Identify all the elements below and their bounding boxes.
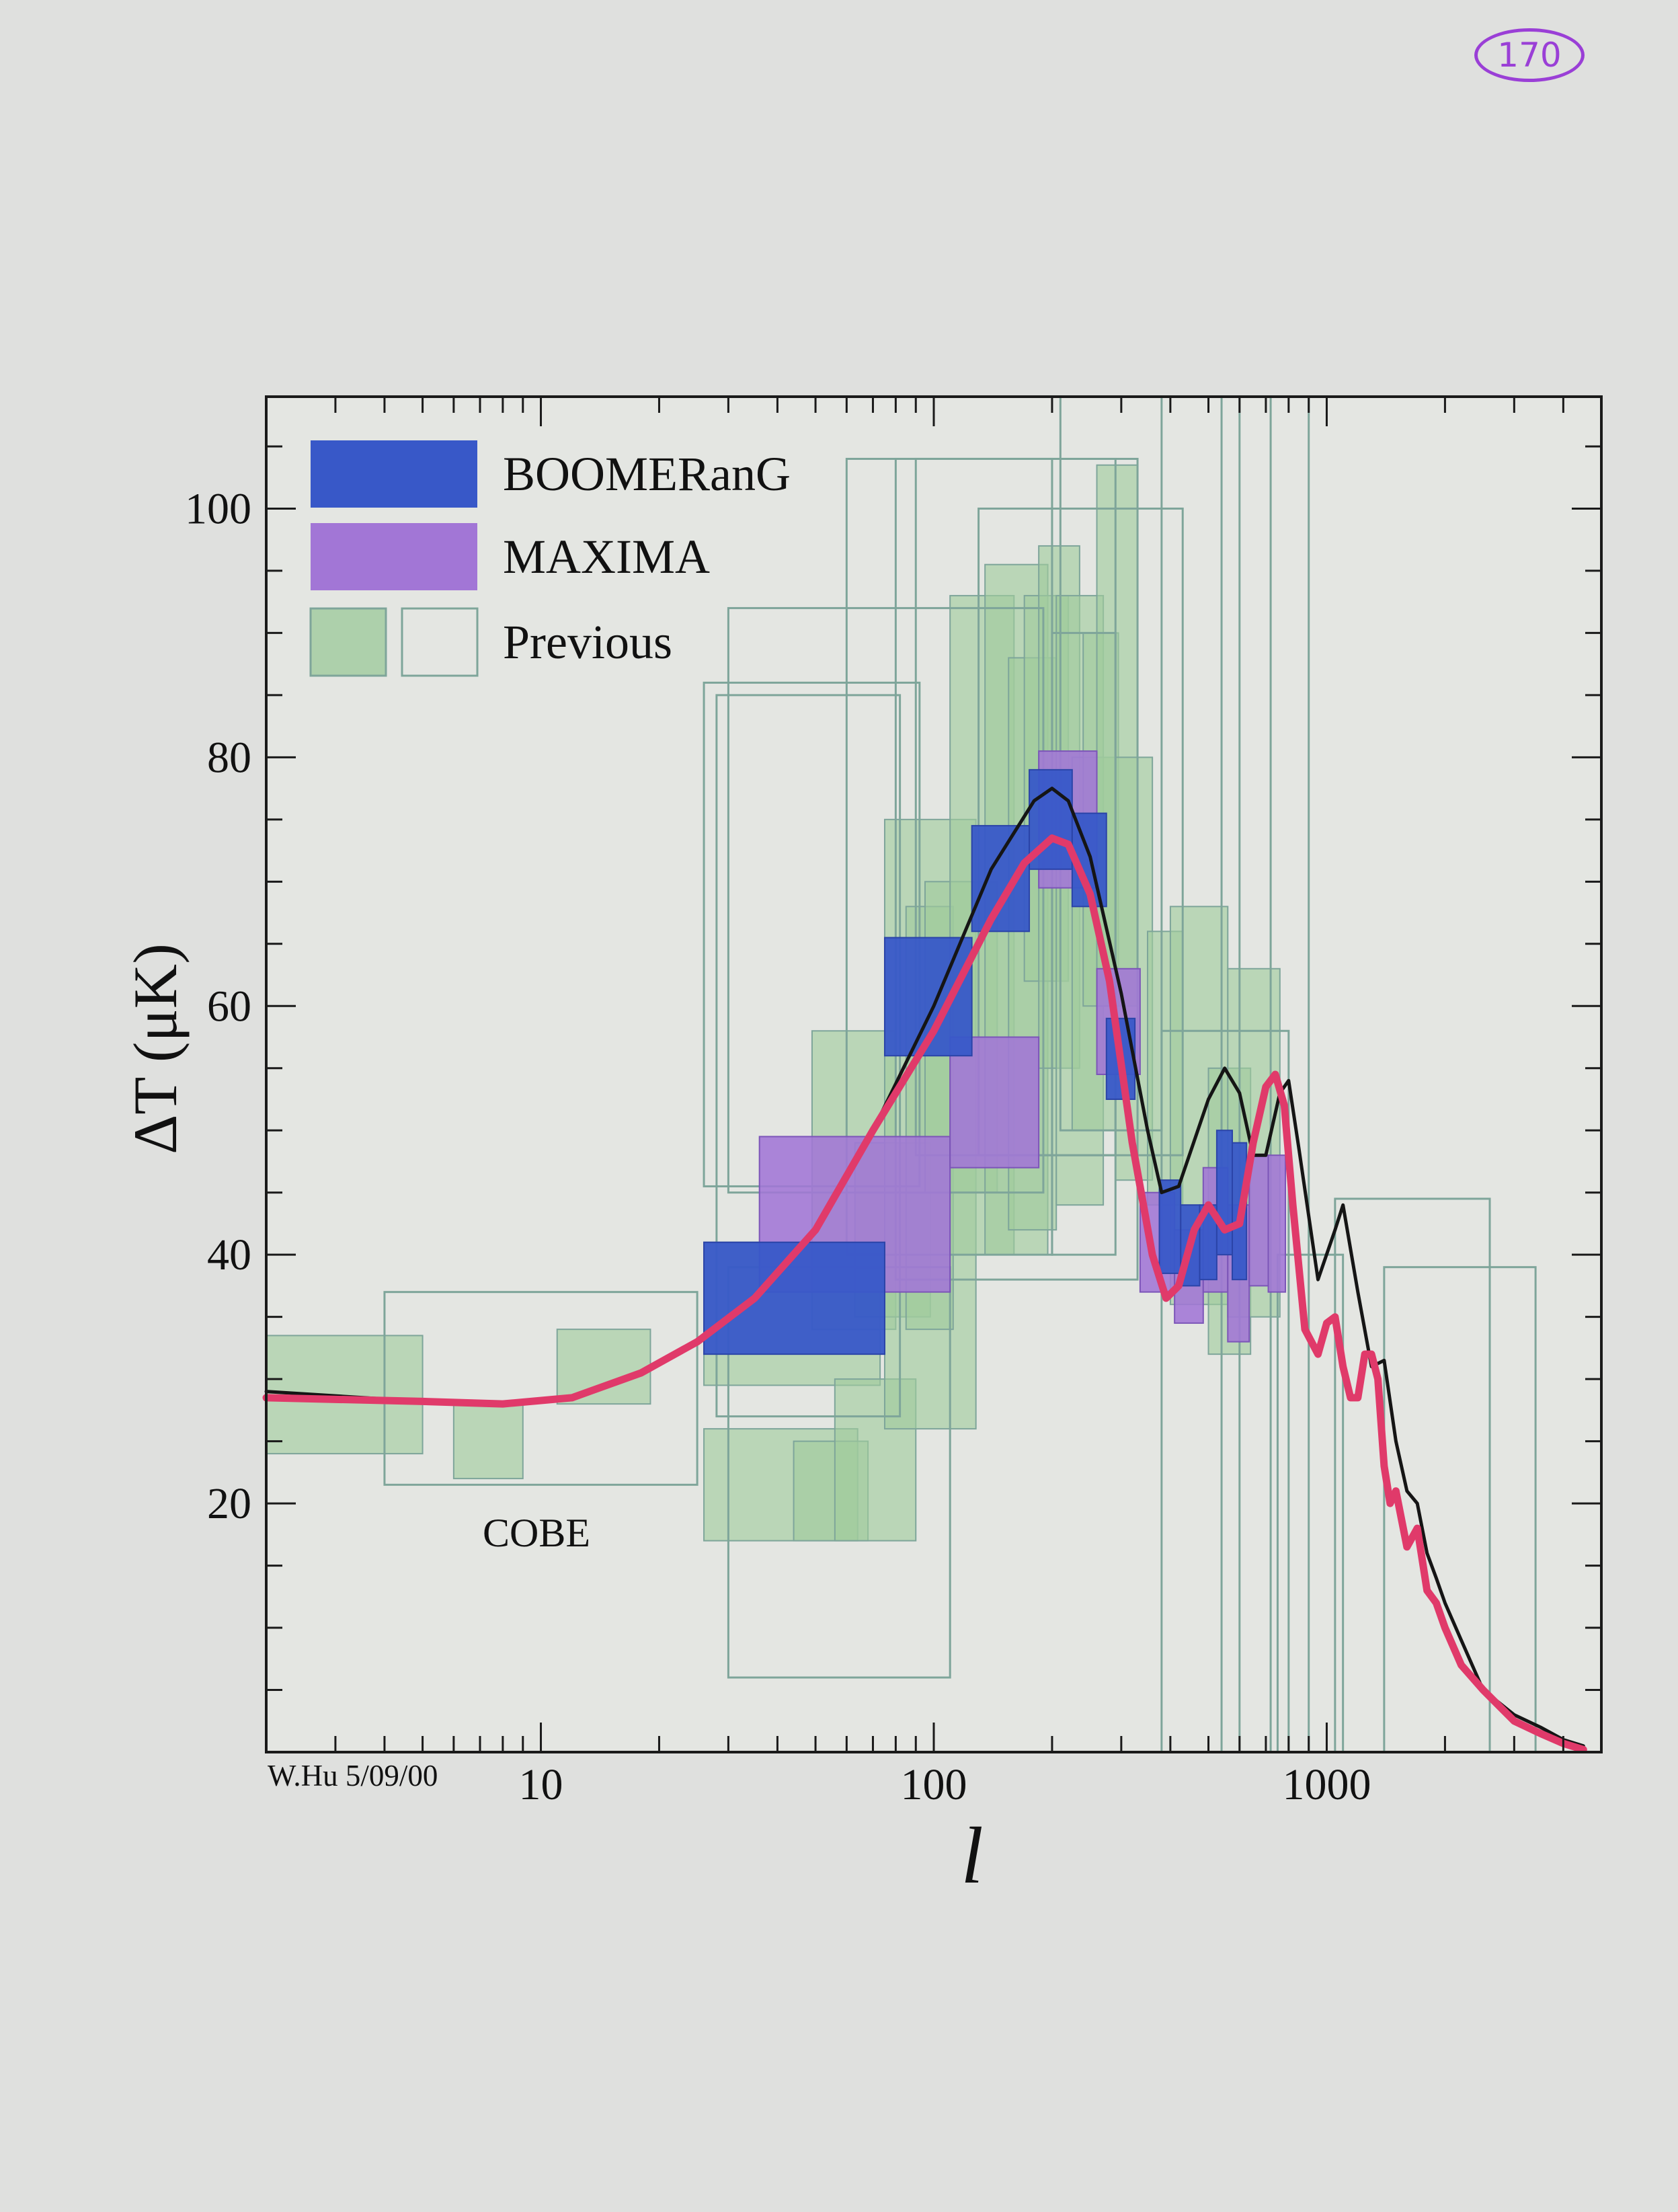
- legend-swatch-previous-open: [401, 607, 479, 677]
- maxima-box: [949, 1036, 1040, 1169]
- maxima-box: [1248, 1154, 1269, 1287]
- y-tick-label: 40: [207, 1230, 251, 1279]
- x-tick-label: 100: [901, 1760, 967, 1809]
- previous-open-box: [1051, 631, 1117, 1256]
- legend-entry: MAXIMA: [311, 523, 710, 590]
- page-number: 170: [1497, 36, 1562, 75]
- cobe-label: COBE: [483, 1511, 590, 1555]
- previous-box: [556, 1329, 651, 1405]
- model-curve-red: [262, 834, 1587, 1753]
- legend-label: MAXIMA: [503, 530, 710, 584]
- boomerang-box: [703, 1241, 885, 1355]
- previous-open-box: [383, 1291, 698, 1486]
- legend-label: Previous: [503, 615, 672, 669]
- boomerang-box: [1158, 1179, 1182, 1274]
- y-tick-label: 80: [207, 733, 251, 782]
- legend-label: BOOMERanG: [503, 447, 791, 501]
- legend-swatch-previous-filled: [309, 607, 387, 677]
- boomerang-box: [971, 825, 1031, 933]
- y-tick-label: 20: [207, 1479, 251, 1528]
- x-tick-label: 10: [519, 1760, 563, 1809]
- page-number-stamp: 170: [1474, 28, 1585, 82]
- credit-label: W.Hu 5/09/00: [268, 1759, 438, 1792]
- data-boxes: [266, 395, 1537, 1753]
- legend-swatch: [311, 440, 477, 508]
- plot-axes: 10 100 1000 20 40 60 80 100: [185, 395, 1603, 1809]
- y-axis-label: ΔT (μK): [121, 943, 190, 1154]
- boomerang-box: [1215, 1130, 1234, 1256]
- model-curves: [262, 787, 1587, 1753]
- x-axis-label: l: [961, 1811, 983, 1900]
- y-tick-label: 60: [207, 982, 251, 1031]
- legend: BOOMERanG MAXIMA Previous: [309, 440, 791, 677]
- legend-swatch: [311, 523, 477, 590]
- legend-entry: Previous: [309, 607, 672, 677]
- x-tick-label: 1000: [1282, 1760, 1371, 1809]
- legend-entry: BOOMERanG: [311, 440, 791, 508]
- maxima-box: [1267, 1154, 1287, 1293]
- y-tick-label: 100: [185, 484, 251, 533]
- previous-box: [452, 1403, 524, 1480]
